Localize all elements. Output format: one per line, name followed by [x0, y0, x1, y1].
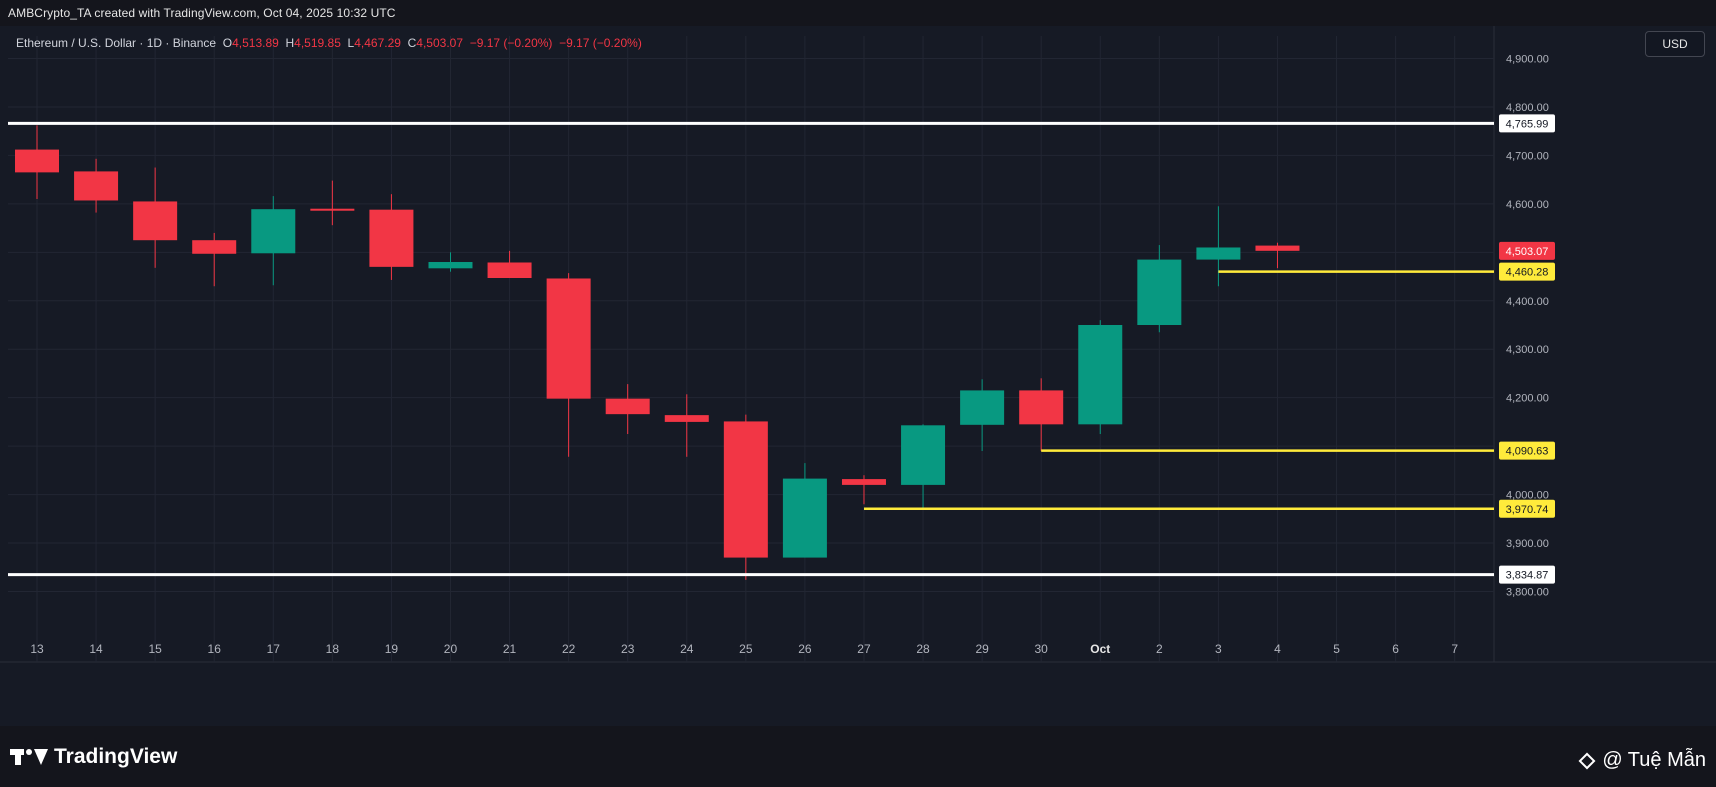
y-tick-label: 4,300.00: [1506, 344, 1549, 356]
candle-down: [192, 240, 237, 254]
tradingview-logo-icon: [10, 749, 48, 765]
symbol-name: Ethereum / U.S. Dollar · 1D · Binance: [16, 36, 217, 50]
x-tick-label: Oct: [1090, 642, 1110, 656]
candle-down: [605, 398, 650, 415]
x-tick-label: 23: [621, 642, 635, 656]
candle-up: [1137, 259, 1182, 325]
y-tick-label: 4,800.00: [1506, 102, 1549, 114]
high-value: 4,519.85: [294, 36, 341, 50]
chart-attribution: AMBCrypto_TA created with TradingView.co…: [8, 6, 396, 20]
candle-up: [251, 209, 296, 254]
x-tick-label: 5: [1333, 642, 1340, 656]
price-label: 4,765.99: [1506, 118, 1549, 130]
x-tick-label: 27: [857, 642, 871, 656]
x-tick-label: 15: [148, 642, 162, 656]
price-label: 4,460.28: [1506, 267, 1549, 279]
price-label-box: [1499, 499, 1555, 518]
candle-down: [487, 262, 532, 278]
tradingview-logo[interactable]: TradingView: [10, 745, 177, 769]
candle-up: [428, 262, 473, 269]
x-tick-label: 18: [326, 642, 340, 656]
low-value: 4,467.29: [354, 36, 401, 50]
last-price-box: [1499, 241, 1555, 260]
candle-down: [310, 208, 355, 211]
change-value-secondary: −9.17 (−0.20%): [559, 36, 642, 50]
candlestick-chart[interactable]: 3,800.003,900.004,000.004,100.004,200.00…: [0, 0, 1716, 726]
x-tick-label: 14: [89, 642, 103, 656]
y-tick-label: 4,700.00: [1506, 150, 1549, 162]
y-tick-label: 4,900.00: [1506, 54, 1549, 66]
candle-down: [74, 171, 119, 201]
candle-down: [546, 278, 591, 399]
tradingview-brand: TradingView: [54, 745, 178, 768]
candle-down: [664, 415, 709, 422]
x-tick-label: 19: [385, 642, 399, 656]
x-tick-label: 16: [208, 642, 222, 656]
price-label: 3,834.87: [1506, 570, 1549, 582]
candle-down: [133, 201, 178, 241]
x-tick-label: 3: [1215, 642, 1222, 656]
x-tick-label: 22: [562, 642, 576, 656]
x-tick-label: 7: [1451, 642, 1458, 656]
candle-up: [960, 390, 1005, 425]
x-tick-label: 2: [1156, 642, 1163, 656]
x-tick-label: 20: [444, 642, 458, 656]
candle-down: [15, 149, 59, 173]
close-label: C: [407, 36, 417, 50]
candle-up: [782, 478, 827, 558]
candle-down: [1019, 390, 1064, 425]
price-label: 4,090.63: [1506, 446, 1549, 458]
price-label-box: [1499, 114, 1555, 133]
y-tick-label: 4,400.00: [1506, 296, 1549, 308]
price-label-box: [1499, 441, 1555, 460]
y-tick-label: 4,200.00: [1506, 393, 1549, 405]
x-tick-label: 6: [1392, 642, 1399, 656]
open-value: 4,513.89: [232, 36, 279, 50]
x-tick-label: 24: [680, 642, 694, 656]
price-label: 3,970.74: [1506, 504, 1549, 516]
x-tick-label: 25: [739, 642, 753, 656]
change-value: −9.17 (−0.20%): [469, 36, 553, 50]
candle-down: [1255, 245, 1300, 251]
candle-up: [1078, 325, 1123, 425]
candle-up: [1196, 247, 1241, 260]
candle-down: [369, 209, 414, 267]
watermark-text: @ Tuệ Mẫn: [1602, 749, 1706, 771]
author-watermark: @ Tuệ Mẫn: [1578, 749, 1706, 772]
last-price-label: 4,503.07: [1506, 246, 1549, 258]
x-tick-label: 26: [798, 642, 812, 656]
candle-down: [723, 421, 768, 558]
footer: [0, 726, 1716, 787]
candle-down: [841, 479, 886, 485]
x-tick-label: 21: [503, 642, 517, 656]
x-tick-label: 28: [916, 642, 930, 656]
open-label: O: [222, 36, 233, 50]
candle-up: [901, 425, 946, 485]
y-tick-label: 3,900.00: [1506, 538, 1549, 550]
x-tick-label: 13: [30, 642, 44, 656]
y-tick-label: 4,600.00: [1506, 199, 1549, 211]
symbol-legend: Ethereum / U.S. Dollar · 1D · Binance O4…: [16, 36, 642, 50]
x-tick-label: 17: [267, 642, 281, 656]
y-tick-label: 3,800.00: [1506, 587, 1549, 599]
high-label: H: [285, 36, 295, 50]
price-label-box: [1499, 565, 1555, 584]
currency-button[interactable]: USD: [1645, 31, 1705, 57]
x-tick-label: 4: [1274, 642, 1281, 656]
y-tick-label: 4,000.00: [1506, 490, 1549, 502]
low-label: L: [347, 36, 355, 50]
binance-diamond-icon: [1578, 752, 1596, 770]
plot-background: [0, 26, 1716, 726]
close-value: 4,503.07: [416, 36, 464, 50]
x-tick-label: 30: [1035, 642, 1049, 656]
price-label-box: [1499, 262, 1555, 281]
x-tick-label: 29: [975, 642, 989, 656]
